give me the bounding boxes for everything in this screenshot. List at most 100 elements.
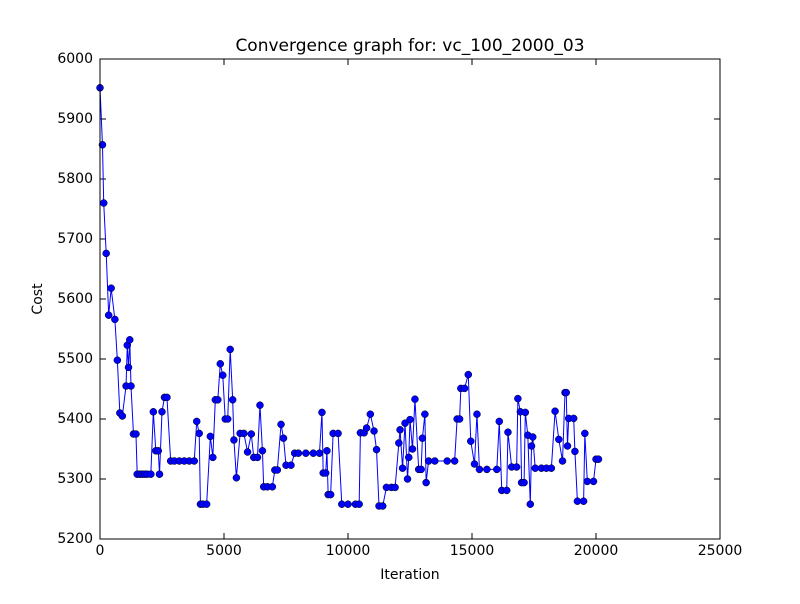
point: [395, 439, 403, 447]
point: [247, 430, 256, 438]
point: [223, 415, 232, 423]
point: [98, 141, 107, 149]
point: [483, 465, 491, 474]
point: [455, 415, 464, 423]
point: [163, 393, 171, 402]
point: [228, 396, 237, 404]
point: [321, 469, 330, 477]
point: [240, 429, 248, 438]
series-line: [99, 87, 599, 507]
point: [253, 453, 262, 462]
point: [470, 460, 479, 468]
x-tick-label: 0: [96, 543, 105, 559]
point: [155, 470, 164, 478]
x-tick-label: 25000: [698, 543, 743, 559]
point: [132, 430, 140, 438]
point: [277, 420, 285, 429]
point: [216, 360, 225, 368]
point: [398, 464, 407, 472]
point: [467, 437, 475, 445]
point: [287, 461, 295, 469]
point: [514, 394, 522, 403]
point: [149, 408, 158, 416]
point: [226, 345, 234, 354]
point: [202, 500, 211, 508]
point: [206, 432, 215, 441]
point: [355, 500, 363, 508]
y-tick-label: 5700: [57, 231, 93, 247]
point: [147, 470, 155, 478]
point: [273, 466, 282, 474]
point: [569, 414, 578, 423]
point: [512, 463, 521, 471]
point: [154, 447, 163, 455]
point: [258, 447, 267, 455]
point: [104, 311, 113, 319]
point: [594, 455, 603, 463]
point: [495, 417, 504, 426]
point: [118, 412, 127, 420]
point: [421, 410, 429, 418]
point: [418, 434, 427, 442]
chart-title: Convergence graph for: vc_100_2000_03: [235, 36, 584, 56]
y-tick-label: 5200: [57, 531, 93, 547]
y-tick-label: 5900: [57, 111, 93, 127]
point: [268, 483, 277, 491]
x-tick-label: 20000: [574, 543, 619, 559]
point: [529, 433, 537, 441]
point: [124, 363, 133, 372]
point: [396, 426, 404, 434]
y-tick-label: 5800: [57, 171, 93, 187]
y-tick-label: 6000: [57, 51, 93, 67]
point: [334, 429, 342, 438]
point: [318, 408, 326, 417]
point: [443, 457, 451, 465]
point: [195, 429, 203, 438]
point: [563, 442, 572, 450]
point: [493, 465, 501, 474]
x-axis-label: Iteration: [380, 567, 439, 583]
point: [107, 284, 115, 292]
point: [504, 428, 512, 436]
point: [475, 465, 484, 474]
point: [555, 435, 563, 444]
point: [589, 477, 598, 486]
point: [579, 497, 588, 505]
point: [219, 371, 227, 379]
point: [294, 449, 303, 457]
point: [551, 407, 559, 415]
point: [411, 395, 419, 403]
point: [547, 464, 556, 472]
point: [126, 336, 134, 344]
point: [526, 500, 535, 508]
point: [450, 457, 459, 465]
point: [190, 457, 198, 465]
point: [403, 475, 412, 483]
point: [473, 410, 481, 418]
y-tick-label: 5500: [57, 351, 93, 367]
point: [417, 465, 425, 474]
y-axis-label: Cost: [30, 283, 46, 315]
point: [315, 449, 324, 457]
point: [209, 453, 217, 462]
x-tick-label: 10000: [326, 543, 371, 559]
point: [520, 478, 528, 487]
point: [243, 448, 252, 456]
point: [391, 483, 399, 492]
point: [378, 502, 387, 510]
plot-frame: [99, 58, 721, 540]
point: [370, 427, 378, 435]
x-tick-label: 15000: [450, 543, 495, 559]
x-tick-label: 5000: [206, 543, 242, 559]
point: [521, 408, 530, 417]
point: [232, 474, 241, 482]
point: [344, 500, 352, 508]
point: [366, 410, 375, 418]
point: [405, 453, 413, 462]
point: [464, 370, 473, 379]
point: [230, 436, 238, 444]
point: [527, 442, 536, 450]
point: [431, 457, 439, 465]
